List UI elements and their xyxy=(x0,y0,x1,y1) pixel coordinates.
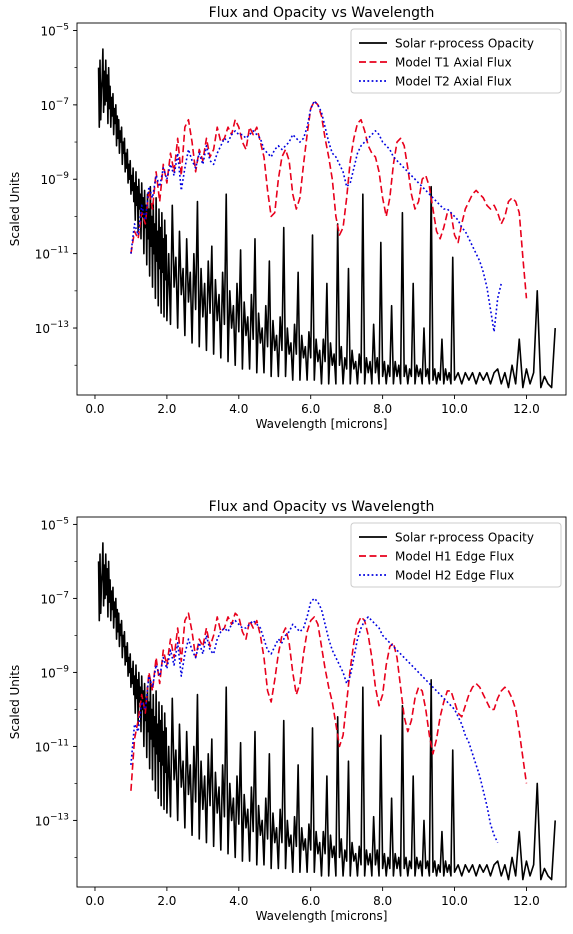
y-tick-label: 10−5 xyxy=(40,22,69,38)
y-tick-label: 10−11 xyxy=(35,738,69,754)
x-tick-label: 6.0 xyxy=(301,402,320,416)
chart-panel-top: Flux and Opacity vs Wavelength 0.0 2.0 4.0 6… xyxy=(8,5,567,431)
y-tick-label: 10−9 xyxy=(40,664,69,680)
series-group xyxy=(97,48,557,389)
legend-label-3: Model T2 Axial Flux xyxy=(395,75,512,89)
plot-frame xyxy=(76,22,567,396)
legend-label-3: Model H2 Edge Flux xyxy=(395,569,514,583)
y-axis-label: Scaled Units xyxy=(8,665,22,739)
legend-label-2: Model H1 Edge Flux xyxy=(395,550,514,564)
x-tick-label: 8.0 xyxy=(373,402,392,416)
x-tick-label: 10.0 xyxy=(441,894,468,908)
series-line-1 xyxy=(97,48,557,389)
y-tick-label: 10−13 xyxy=(35,812,69,828)
x-axis-label: Wavelength [microns] xyxy=(256,909,388,923)
legend-label-1: Solar r-process Opacity xyxy=(395,37,534,51)
legend-label-1: Solar r-process Opacity xyxy=(395,531,534,545)
legend-label-2: Model T1 Axial Flux xyxy=(395,56,512,70)
legend-box xyxy=(350,28,562,94)
series-line-3 xyxy=(130,100,503,333)
y-tick-label: 10−5 xyxy=(40,516,69,532)
x-tick-label: 2.0 xyxy=(157,402,176,416)
legend: Solar r-process Opacity Model T1 Axial Fl… xyxy=(350,28,562,94)
series-line-2 xyxy=(130,100,528,299)
y-tick-label: 10−7 xyxy=(40,590,69,606)
y-tick-label: 10−13 xyxy=(35,320,69,336)
series-line-1 xyxy=(97,542,557,881)
series-line-3 xyxy=(130,597,499,843)
x-tick-label: 4.0 xyxy=(229,894,248,908)
x-tick-label: 4.0 xyxy=(229,402,248,416)
y-tick-label: 10−7 xyxy=(40,97,69,113)
chart-panel-bottom: Flux and Opacity vs Wavelength 0.0 2.0 4.0 6… xyxy=(8,499,567,923)
legend-box xyxy=(350,522,562,588)
chart-title: Flux and Opacity vs Wavelength xyxy=(209,5,435,21)
x-tick-label: 8.0 xyxy=(373,894,392,908)
x-axis-label: Wavelength [microns] xyxy=(256,417,388,431)
y-tick-label: 10−11 xyxy=(35,246,69,262)
x-tick-label: 12.0 xyxy=(513,402,540,416)
x-tick-label: 10.0 xyxy=(441,402,468,416)
x-tick-label: 0.0 xyxy=(85,894,104,908)
x-tick-label: 2.0 xyxy=(157,894,176,908)
legend: Solar r-process Opacity Model H1 Edge Flu… xyxy=(350,522,562,588)
series-line-2 xyxy=(130,612,528,791)
x-tick-label: 12.0 xyxy=(513,894,540,908)
series-group xyxy=(97,542,557,881)
x-tick-label: 6.0 xyxy=(301,894,320,908)
chart-title: Flux and Opacity vs Wavelength xyxy=(209,499,435,515)
plot-frame xyxy=(76,516,567,888)
x-tick-label: 0.0 xyxy=(85,402,104,416)
y-axis-label: Scaled Units xyxy=(8,172,22,246)
y-tick-label: 10−9 xyxy=(40,171,69,187)
